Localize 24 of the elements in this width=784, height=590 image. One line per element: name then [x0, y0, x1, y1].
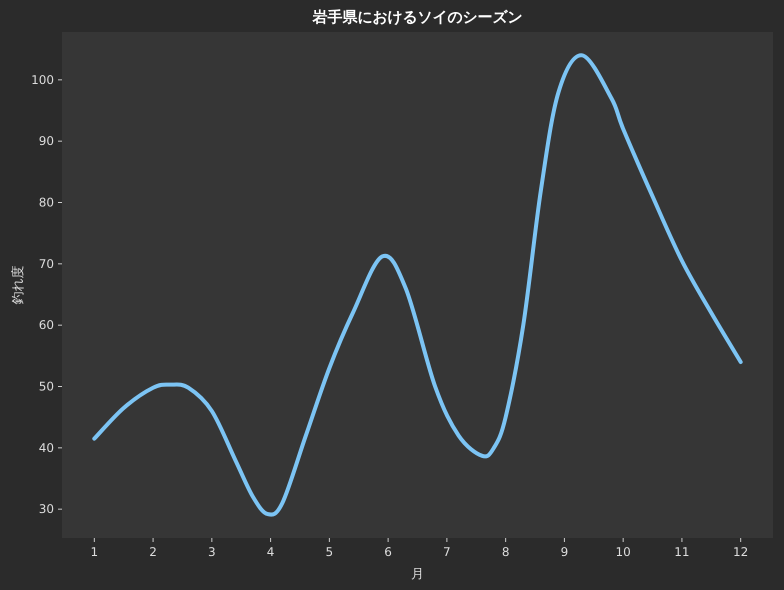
y-tick-label: 60	[38, 318, 54, 332]
line-series	[92, 53, 743, 516]
chart-title: 岩手県におけるソイのシーズン	[312, 8, 522, 26]
y-tick-label: 90	[38, 134, 54, 148]
x-tick-label: 1	[90, 545, 98, 559]
y-tick-label: 100	[31, 72, 54, 87]
x-tick-label: 6	[384, 545, 392, 559]
x-tick-label: 8	[502, 545, 510, 559]
y-tick-label: 80	[38, 196, 54, 210]
x-tick-label: 11	[674, 545, 690, 559]
x-tick-label: 7	[443, 545, 451, 559]
y-tick-label: 40	[38, 440, 54, 455]
y-tick-label: 50	[38, 380, 54, 394]
x-tick-label: 2	[149, 545, 157, 559]
y-tick-label: 30	[38, 502, 54, 516]
x-tick-label: 12	[733, 545, 748, 559]
x-tick-label: 9	[560, 545, 568, 559]
x-tick-label: 10	[616, 545, 631, 559]
x-tick-label: 4	[266, 545, 274, 559]
x-tick-label: 3	[208, 545, 216, 559]
x-tick-label: 5	[326, 545, 334, 559]
y-tick-label: 70	[38, 256, 54, 271]
x-axis-title: 月	[411, 567, 424, 582]
y-axis-title: 釣れ度	[10, 266, 26, 304]
